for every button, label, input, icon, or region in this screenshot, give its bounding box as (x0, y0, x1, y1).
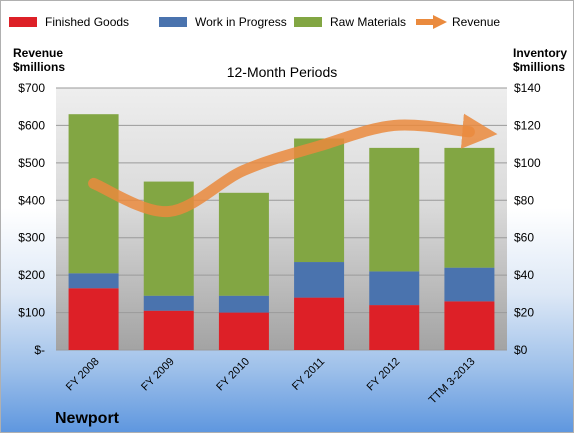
left-tick-label: $700 (18, 81, 45, 95)
bar-finished-goods-fy-2008 (68, 288, 119, 350)
legend-label: Work in Progress (195, 15, 287, 29)
chart-title: 12-Month Periods (227, 64, 338, 80)
bar-work-in-progress-fy-2010 (218, 295, 269, 313)
legend-item-finished-goods: Finished Goods (9, 15, 129, 29)
left-axis-ticks: $- $100 $200 $300 $400 $500 $600 $700 (18, 81, 45, 357)
bar-finished-goods-fy-2011 (294, 297, 345, 350)
bar-finished-goods-fy-2009 (143, 310, 194, 350)
legend-label: Revenue (452, 15, 500, 29)
left-axis-title-line1: Revenue (13, 46, 63, 60)
bar-finished-goods-fy-2010 (218, 312, 269, 350)
company-name: Newport (55, 410, 120, 427)
x-tick-label-fy-2011: FY 2011 (290, 356, 327, 393)
x-tick-label-fy-2008: FY 2008 (64, 356, 102, 394)
x-tick-label-ttm-3-2013: TTM 3-2013 (427, 356, 478, 407)
bar-work-in-progress-fy-2009 (143, 295, 194, 311)
bar-work-in-progress-ttm-3-2013 (444, 267, 495, 302)
right-tick-label: $80 (514, 193, 534, 207)
right-tick-label: $60 (514, 231, 534, 245)
left-tick-label: $- (34, 343, 45, 357)
left-tick-label: $100 (18, 306, 45, 320)
right-tick-label: $40 (514, 268, 534, 282)
left-tick-label: $200 (18, 268, 45, 282)
x-tick-label-fy-2010: FY 2010 (214, 356, 252, 394)
right-axis-title-line1: Inventory (513, 46, 567, 60)
right-axis-title-line2: $millions (513, 60, 565, 74)
legend-swatch (294, 17, 322, 27)
bar-raw-materials-fy-2010 (218, 192, 269, 296)
legend-swatch (159, 17, 187, 27)
legend-label: Raw Materials (330, 15, 406, 29)
bar-raw-materials-fy-2009 (143, 181, 194, 296)
bar-raw-materials-fy-2011 (294, 138, 345, 263)
bar-finished-goods-ttm-3-2013 (444, 301, 495, 350)
x-axis-ticks: FY 2008 FY 2009 FY 2010 FY 2011 FY 2012 TTM 3… (64, 356, 478, 407)
right-tick-label: $100 (514, 156, 541, 170)
legend-item-work-in-progress: Work in Progress (159, 15, 287, 29)
bar-raw-materials-fy-2012 (369, 147, 420, 272)
legend-label: Finished Goods (45, 15, 129, 29)
left-tick-label: $500 (18, 156, 45, 170)
bar-work-in-progress-fy-2011 (294, 262, 345, 298)
legend-item-raw-materials: Raw Materials (294, 15, 406, 29)
right-tick-label: $0 (514, 343, 528, 357)
right-tick-label: $120 (514, 118, 541, 132)
bar-finished-goods-fy-2012 (369, 305, 420, 350)
x-tick-label-fy-2009: FY 2009 (139, 356, 177, 394)
left-tick-label: $300 (18, 231, 45, 245)
bar-work-in-progress-fy-2012 (369, 271, 420, 306)
left-tick-label: $400 (18, 193, 45, 207)
x-tick-label-fy-2012: FY 2012 (365, 356, 403, 394)
bar-work-in-progress-fy-2008 (68, 273, 119, 289)
left-axis-title-line2: $millions (13, 60, 65, 74)
revenue-line (88, 113, 498, 218)
legend-arrow-head (433, 15, 447, 29)
legend-item-revenue: Revenue (416, 15, 500, 29)
right-tick-label: $140 (514, 81, 541, 95)
gridlines (56, 87, 507, 351)
revenue-line-path (88, 113, 498, 218)
right-axis-ticks: $0 $20 $40 $60 $80 $100 $120 $140 (514, 81, 541, 357)
bars (68, 114, 495, 350)
legend: Finished Goods Work in Progress Raw Materi… (9, 15, 500, 29)
left-tick-label: $600 (18, 118, 45, 132)
right-tick-label: $20 (514, 306, 534, 320)
bar-raw-materials-ttm-3-2013 (444, 147, 495, 268)
legend-swatch (9, 17, 37, 27)
